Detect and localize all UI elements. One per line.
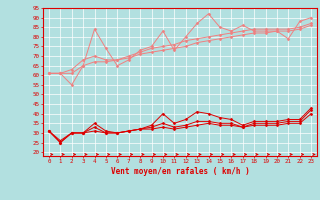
X-axis label: Vent moyen/en rafales ( km/h ): Vent moyen/en rafales ( km/h ): [111, 167, 249, 176]
